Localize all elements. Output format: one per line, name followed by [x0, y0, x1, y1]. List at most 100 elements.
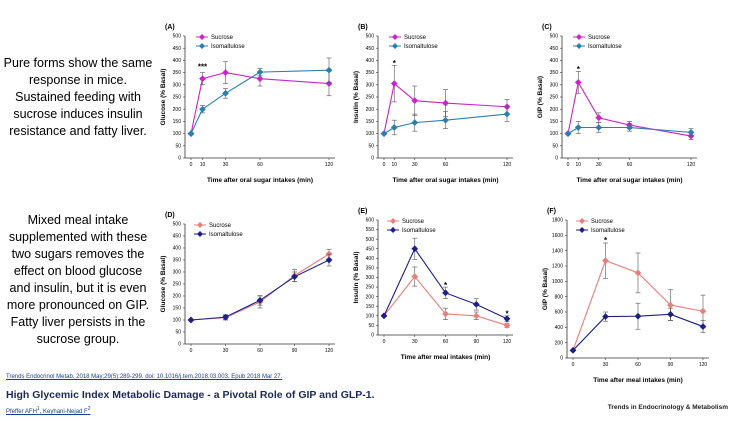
chart-panel-d: 0 50 100 150 200 250 300 350 400 450 500 0 30 60 90 120… [160, 212, 335, 354]
data-point [187, 130, 195, 138]
y-tick-label: 0 [178, 342, 181, 348]
data-point [472, 300, 480, 308]
y-axis-title: Glucose (% Basal) [160, 256, 167, 313]
chart-panel-c: 0 50 100 150 200 250 300 350 400 450 500 0 10 30 60 120… [537, 24, 697, 184]
y-tick-label: 400 [366, 256, 375, 262]
x-tick-label: 120 [325, 348, 334, 354]
x-tick-label: 120 [699, 362, 708, 368]
y-tick-label: 1600 [552, 233, 563, 239]
legend-entry: Isomaltulose [588, 44, 622, 50]
data-point [222, 69, 229, 77]
legend-marker [392, 34, 398, 40]
journal-brand: Trends in Endocrinology & Metabolism [607, 404, 728, 411]
y-tick-label: 0 [371, 156, 374, 162]
y-tick-label: 350 [173, 258, 182, 264]
y-tick-label: 500 [366, 34, 375, 40]
data-point [687, 128, 695, 136]
y-tick-label: 150 [173, 306, 182, 312]
chart-panel-e: 0 50 100 150 200 250 300 350 400 450 500 550 600 0 30 6… [353, 208, 513, 361]
x-tick-label: 60 [635, 362, 641, 368]
y-axis-title: Insulin (% Basal) [353, 251, 360, 303]
y-tick-label: 250 [550, 95, 559, 101]
data-point [325, 256, 333, 264]
legend-entry: Isomaltulose [404, 44, 438, 50]
panel-label: (E) [358, 208, 367, 215]
data-point [390, 80, 398, 87]
x-tick-label: 120 [503, 339, 512, 345]
x-tick-label: 10 [200, 162, 206, 168]
data-point [411, 245, 419, 253]
y-tick-label: 150 [550, 119, 559, 125]
panel-label: (D) [165, 212, 175, 219]
legend-entry: Sucrose [402, 219, 425, 225]
y-axis-title: GIP (% Basal) [537, 76, 544, 118]
data-point [411, 273, 419, 280]
y-tick-label: 450 [173, 46, 182, 52]
y-tick-label: 500 [173, 222, 182, 228]
x-tick-label: 90 [292, 348, 298, 354]
x-tick-label: 0 [572, 362, 575, 368]
y-tick-label: 600 [366, 218, 375, 224]
legend-entry: Isomaltulose [209, 232, 243, 238]
y-tick-label: 400 [550, 58, 559, 64]
y-tick-label: 400 [555, 325, 564, 331]
y-axis-title: Insulin (% Basal) [353, 71, 360, 123]
data-point [626, 124, 633, 131]
data-point [503, 315, 511, 323]
legend-marker [576, 34, 582, 40]
data-point [199, 105, 206, 113]
legend-marker [390, 218, 396, 224]
y-tick-label: 500 [550, 34, 559, 40]
legend-marker [199, 34, 205, 40]
data-point [291, 273, 298, 281]
citation-authors[interactable]: Pfeffer AFH1, Keyhani-Nejad F2 [6, 406, 91, 415]
x-tick-label: 30 [223, 348, 229, 354]
y-tick-label: 150 [366, 304, 375, 310]
legend-entry: Sucrose [588, 35, 611, 41]
x-tick-label: 90 [473, 339, 479, 345]
citation-journal-line[interactable]: Trends Endocrinol Metab. 2018 May;29(5):… [6, 374, 283, 380]
legend-marker [392, 43, 398, 49]
y-tick-label: 500 [173, 34, 182, 40]
panel-label: (A) [165, 24, 175, 31]
x-tick-label: 120 [687, 162, 696, 168]
y-tick-label: 150 [173, 119, 182, 125]
panel-label: (C) [542, 24, 552, 31]
x-tick-label: 30 [412, 162, 418, 168]
y-tick-label: 1200 [552, 264, 563, 270]
y-tick-label: 200 [366, 107, 375, 113]
y-tick-label: 600 [555, 310, 564, 316]
data-point [411, 97, 419, 105]
chart-panel-f: 0 200 400 600 800 1000 1200 1400 1600 1800 0 30 60 90… [542, 208, 709, 384]
y-tick-label: 400 [173, 58, 182, 64]
data-point [503, 110, 511, 118]
y-tick-label: 0 [371, 333, 374, 339]
y-tick-label: 300 [550, 82, 559, 88]
data-point [390, 124, 398, 131]
x-tick-label: 0 [567, 162, 570, 168]
legend-marker [197, 231, 203, 237]
x-tick-label: 60 [627, 162, 633, 168]
citation-title: High Glycemic Index Metabolic Damage - a… [6, 389, 375, 401]
x-tick-label: 0 [383, 162, 386, 168]
chart-panel-a: 0 50 100 150 200 250 300 350 400 450 500 0 10 30 60 120… [160, 24, 335, 184]
legend-marker [390, 227, 396, 233]
side-text-top: Pure forms show the same response in mic… [3, 56, 153, 138]
data-point [256, 75, 264, 83]
y-tick-label: 450 [173, 234, 182, 240]
y-tick-label: 50 [552, 143, 558, 149]
x-tick-label: 60 [257, 348, 263, 354]
significance-marker: * [444, 281, 448, 290]
x-tick-label: 120 [503, 162, 512, 168]
y-tick-label: 500 [366, 237, 375, 243]
y-tick-label: 100 [173, 131, 182, 137]
x-tick-label: 60 [257, 162, 263, 168]
significance-marker: * [505, 310, 509, 319]
legend-entry: Sucrose [404, 35, 427, 41]
legend-marker [579, 218, 585, 224]
legend-entry: Isomaltulose [591, 228, 625, 234]
y-tick-label: 350 [366, 266, 375, 272]
legend-marker [197, 222, 203, 228]
x-tick-label: 30 [412, 339, 418, 345]
y-tick-label: 0 [555, 156, 558, 162]
